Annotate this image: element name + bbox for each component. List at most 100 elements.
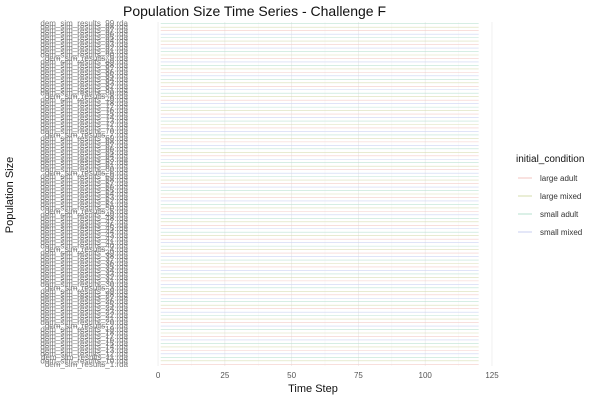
y-tick-label: dem_sim_results_41.rda <box>40 238 128 247</box>
y-tick-label: dem_sim_results_12.rda <box>40 349 128 358</box>
legend-label: small adult <box>540 210 579 219</box>
y-tick-label: dem_sim_results_36.rda <box>40 259 128 268</box>
y-tick-label: dem_sim_results_51.rda <box>40 200 128 209</box>
x-tick-label: 125 <box>485 371 499 380</box>
y-tick-label: dem_sim_results_1.rda <box>45 360 129 369</box>
y-axis-label: Population Size <box>4 157 16 233</box>
y-tick-label: dem_sim_results_47.rda <box>40 217 128 226</box>
y-tick-label: dem_sim_results_43.rda <box>40 231 128 240</box>
y-tick-label: dem_sim_results_91.rda <box>40 47 128 56</box>
y-tick-label: dem_sim_results_15.rda <box>40 339 128 348</box>
x-tick-label: 75 <box>354 371 363 380</box>
y-tick-label: dem_sim_results_80.rda <box>40 89 128 98</box>
y-tick-label: dem_sim_results_33.rda <box>40 269 128 278</box>
y-tick-label: dem_sim_results_39.rda <box>40 249 128 258</box>
y-tick-label: dem_sim_results_64.rda <box>40 151 128 160</box>
y-tick-label: dem_sim_results_65.rda <box>40 148 128 157</box>
legend-items: large adult large mixed small adult small m… <box>518 174 582 237</box>
y-tick-label: dem_sim_results_62.rda <box>40 158 128 167</box>
y-tick-label: dem_sim_results_45.rda <box>40 224 128 233</box>
y-tick-label: dem_sim_results_24.rda <box>40 304 128 313</box>
y-tick-label: dem_sim_results_27.rda <box>40 294 128 303</box>
legend-label: large adult <box>540 174 578 183</box>
y-tick-label: dem_sim_results_16.rda <box>40 335 128 344</box>
y-tick-label: dem_sim_results_35.rda <box>40 262 128 271</box>
y-tick-label: dem_sim_results_5.rda <box>45 207 129 216</box>
y-tick-label: dem_sim_results_14.rda <box>40 342 128 351</box>
y-tick-label: dem_sim_results_59.rda <box>40 172 128 181</box>
y-tick-label: dem_sim_results_68.rda <box>40 137 128 146</box>
y-tick-label: dem_sim_results_29.rda <box>40 287 128 296</box>
y-tick-label: dem_sim_results_95.rda <box>40 33 128 42</box>
y-tick-label: dem_sim_results_28.rda <box>40 290 128 299</box>
y-tick-label: dem_sim_results_21.rda <box>40 315 128 324</box>
y-tick-label: dem_sim_results_72.rda <box>40 120 128 129</box>
y-tick-label: dem_sim_results_89.rda <box>40 57 128 66</box>
y-tick-label: dem_sim_results_2.rda <box>45 322 129 331</box>
y-tick-label: dem_sim_results_10.rda <box>40 356 128 365</box>
legend: initial_condition large adult large mixed… <box>516 154 584 237</box>
y-tick-label: dem_sim_results_3.rda <box>45 283 129 292</box>
y-tick-label: dem_sim_results_82.rda <box>40 82 128 91</box>
y-tick-label: dem_sim_results_71.rda <box>40 123 128 132</box>
y-tick-label: dem_sim_results_99.rda <box>40 19 128 28</box>
y-tick-label: dem_sim_results_7.rda <box>45 130 129 139</box>
y-tick-label: dem_sim_results_25.rda <box>40 301 128 310</box>
y-tick-label: dem_sim_results_66.rda <box>40 144 128 153</box>
y-tick-label: dem_sim_results_67.rda <box>40 141 128 150</box>
y-tick-label: dem_sim_results_88.rda <box>40 61 128 70</box>
y-tick-label: dem_sim_results_69.rda <box>40 134 128 143</box>
x-axis-label: Time Step <box>288 383 338 395</box>
y-tick-label: dem_sim_results_84.rda <box>40 75 128 84</box>
y-tick-label: dem_sim_results_40.rda <box>40 242 128 251</box>
y-tick-label: dem_sim_results_85.rda <box>40 71 128 80</box>
y-tick-label: dem_sim_results_56.rda <box>40 183 128 192</box>
x-tick-label: 50 <box>287 371 296 380</box>
y-tick-label: dem_sim_results_13.rda <box>40 346 128 355</box>
y-tick-label: dem_sim_results_53.rda <box>40 193 128 202</box>
y-tick-label: dem_sim_results_6.rda <box>45 169 129 178</box>
y-tick-label: dem_sim_results_46.rda <box>40 221 128 230</box>
y-tick-label: dem_sim_results_42.rda <box>40 235 128 244</box>
y-tick-label: dem_sim_results_70.rda <box>40 127 128 136</box>
y-tick-label: dem_sim_results_87.rda <box>40 64 128 73</box>
y-tick-label: dem_sim_results_74.rda <box>40 113 128 122</box>
y-tick-label: dem_sim_results_86.rda <box>40 68 128 77</box>
y-tick-label: dem_sim_results_90.rda <box>40 51 128 60</box>
y-tick-label: dem_sim_results_57.rda <box>40 179 128 188</box>
y-tick-label: dem_sim_results_93.rda <box>40 40 128 49</box>
legend-label: small mixed <box>540 228 582 237</box>
y-tick-labels: dem_sim_results_1.rdadem_sim_results_10.… <box>40 19 128 369</box>
y-tick-label: dem_sim_results_20.rda <box>40 318 128 327</box>
y-tick-label: dem_sim_results_92.rda <box>40 44 128 53</box>
x-tick-label: 25 <box>220 371 229 380</box>
x-tick-labels: 0 25 50 75 100 125 <box>156 371 499 380</box>
y-tick-label: dem_sim_results_83.rda <box>40 78 128 87</box>
y-tick-label: dem_sim_results_32.rda <box>40 273 128 282</box>
series-lines <box>160 23 479 365</box>
chart-title: Population Size Time Series - Challenge … <box>123 3 386 19</box>
y-tick-label: dem_sim_results_17.rda <box>40 332 128 341</box>
y-tick-label: dem_sim_results_75.rda <box>40 110 128 119</box>
y-tick-label: dem_sim_results_19.rda <box>40 325 128 334</box>
y-tick-label: dem_sim_results_49.rda <box>40 210 128 219</box>
y-tick-label: dem_sim_results_30.rda <box>40 280 128 289</box>
y-tick-label: dem_sim_results_48.rda <box>40 214 128 223</box>
y-tick-label: dem_sim_results_78.rda <box>40 99 128 108</box>
y-tick-label: dem_sim_results_81.rda <box>40 85 128 94</box>
x-tick-label: 0 <box>156 371 161 380</box>
x-tick-label: 100 <box>419 371 433 380</box>
y-tick-label: dem_sim_results_50.rda <box>40 203 128 212</box>
legend-title: initial_condition <box>516 154 584 165</box>
y-tick-label: dem_sim_results_37.rda <box>40 256 128 265</box>
y-tick-label: dem_sim_results_97.rda <box>40 26 128 35</box>
y-tick-label: dem_sim_results_23.rda <box>40 308 128 317</box>
y-tick-label: dem_sim_results_44.rda <box>40 228 128 237</box>
y-tick-label: dem_sim_results_77.rda <box>40 103 128 112</box>
y-tick-label: dem_sim_results_22.rda <box>40 311 128 320</box>
y-tick-label: dem_sim_results_63.rda <box>40 155 128 164</box>
y-tick-label: dem_sim_results_54.rda <box>40 190 128 199</box>
y-tick-label: dem_sim_results_9.rda <box>45 54 129 63</box>
y-tick-label: dem_sim_results_18.rda <box>40 328 128 337</box>
